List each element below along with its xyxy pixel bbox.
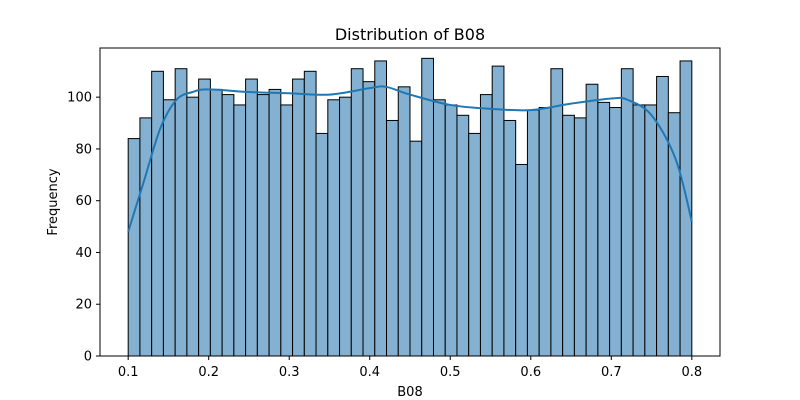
y-axis-ticks: 0 20 40 60 80 100 xyxy=(67,91,100,365)
y-tick-label: 20 xyxy=(75,298,92,313)
histogram-bar xyxy=(139,117,153,357)
histogram-bar xyxy=(256,94,270,357)
x-tick-label: 0.8 xyxy=(681,365,702,380)
histogram-bar xyxy=(538,107,552,357)
histogram-bar xyxy=(609,107,622,357)
histogram-bar xyxy=(585,83,599,357)
histogram-bar xyxy=(503,119,517,357)
histogram-bar xyxy=(386,119,399,357)
x-tick-label: 0.4 xyxy=(359,365,380,380)
x-tick-label: 0.6 xyxy=(520,365,541,380)
histogram-bar xyxy=(620,68,634,357)
x-tick-label: 0.7 xyxy=(601,365,622,380)
histogram-bar xyxy=(280,104,294,357)
bars-group xyxy=(127,57,693,357)
histogram-bar xyxy=(562,114,575,357)
histogram-bar xyxy=(374,60,388,357)
histogram-bar xyxy=(209,88,223,357)
histogram-bar xyxy=(174,68,188,357)
y-tick-label: 40 xyxy=(75,246,92,261)
histogram-bar xyxy=(444,104,458,357)
histogram-bar xyxy=(162,99,176,357)
histogram-bar xyxy=(151,70,164,357)
histogram-bar xyxy=(303,70,317,357)
y-axis-label: Frequency xyxy=(46,168,61,235)
histogram-bar xyxy=(632,104,646,357)
x-tick-label: 0.2 xyxy=(198,365,219,380)
histogram-bar xyxy=(456,114,470,357)
y-tick-label: 80 xyxy=(75,142,92,157)
x-axis-ticks: 0.1 0.2 0.3 0.4 0.5 0.6 0.7 0.8 xyxy=(118,356,702,380)
histogram-bar xyxy=(526,109,540,357)
histogram-bar xyxy=(186,96,200,357)
histogram-bar xyxy=(644,104,658,357)
chart-title: Distribution of B08 xyxy=(335,25,485,44)
histogram-bar xyxy=(127,138,141,357)
kde-line xyxy=(127,85,693,233)
y-tick-label: 0 xyxy=(84,350,92,365)
histogram-bar xyxy=(479,94,493,357)
x-tick-label: 0.3 xyxy=(279,365,300,380)
histogram-bar xyxy=(656,75,669,357)
histogram-bar xyxy=(679,60,693,357)
x-tick-label: 0.1 xyxy=(118,365,139,380)
histogram-bar xyxy=(409,140,423,357)
histogram-bar xyxy=(198,78,211,357)
histogram-bar xyxy=(315,132,329,357)
y-tick-label: 100 xyxy=(67,91,92,106)
histogram-bar xyxy=(397,86,411,357)
plot-frame xyxy=(99,47,721,357)
histogram-bar xyxy=(515,163,528,357)
histogram-bar xyxy=(432,99,446,357)
histogram-bar xyxy=(597,101,611,357)
x-tick-label: 0.5 xyxy=(440,365,461,380)
histogram-bar xyxy=(667,112,681,357)
histogram-bar xyxy=(327,99,341,357)
x-axis-label: B08 xyxy=(397,385,422,400)
histogram-bar xyxy=(421,57,434,357)
histogram-bar xyxy=(362,81,376,357)
histogram-bar xyxy=(339,96,352,357)
histogram-bar xyxy=(268,88,282,357)
histogram-bar xyxy=(573,117,587,357)
histogram-bar xyxy=(221,94,235,357)
histogram-bar xyxy=(550,68,564,357)
histogram-bar xyxy=(292,78,305,357)
y-tick-label: 60 xyxy=(75,194,92,209)
histogram-bar xyxy=(468,132,481,357)
histogram-bar xyxy=(350,68,364,357)
histogram-bar xyxy=(245,78,258,357)
histogram-bar xyxy=(233,104,247,357)
